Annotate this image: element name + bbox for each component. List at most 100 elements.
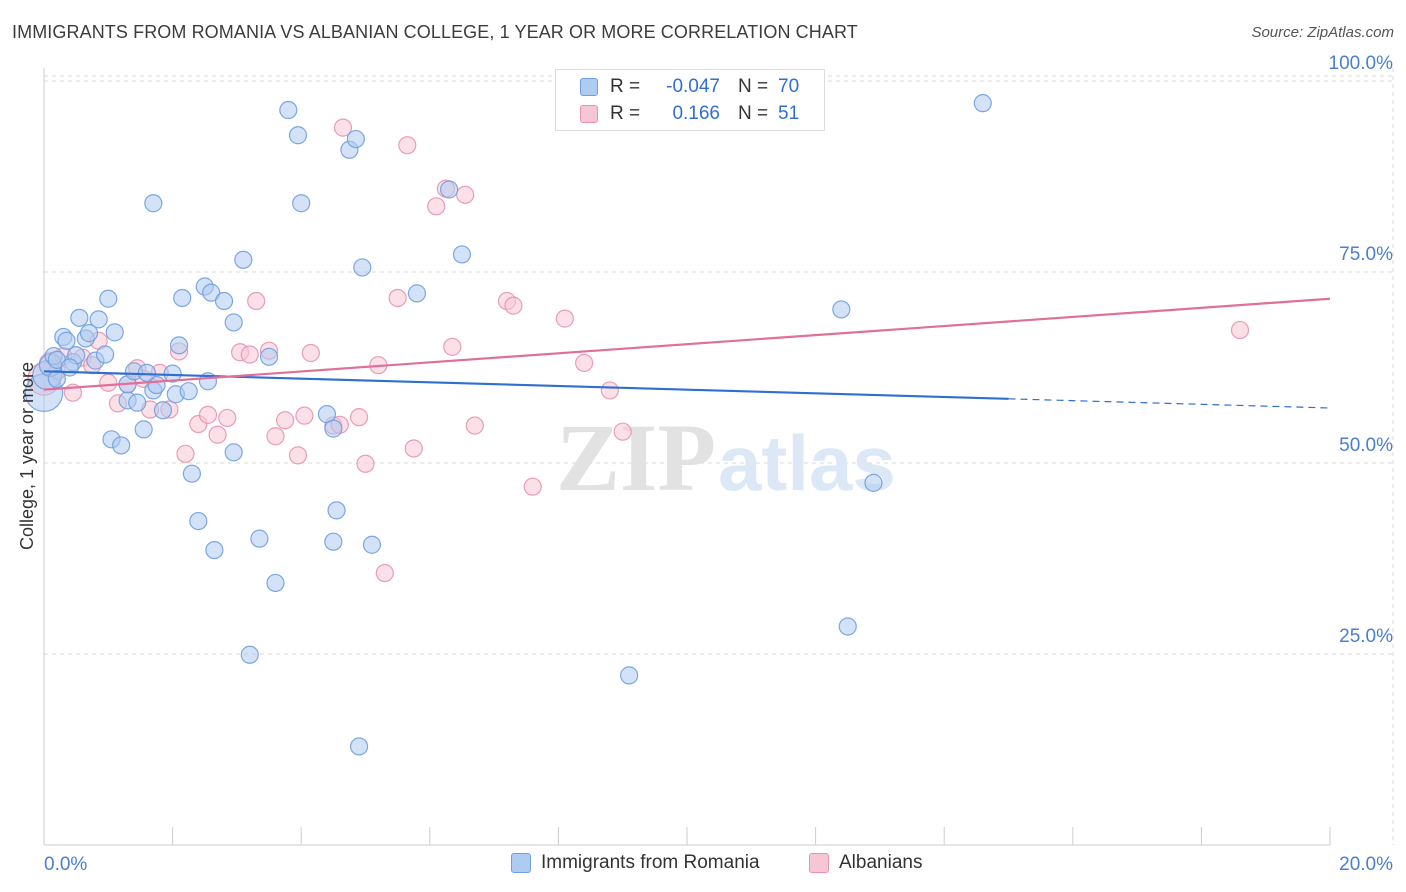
romania-point-14 (95, 345, 115, 364)
romania-point-35 (189, 511, 208, 531)
romania-trend-extension (1008, 398, 1331, 409)
y-tick-label-2: 75.0% (1339, 244, 1393, 265)
legend-n-value: 51 (778, 103, 800, 124)
legend-swatch-romania (580, 78, 598, 96)
legend-row-romania: R = -0.047 N = 70 (580, 74, 818, 100)
romania-point-13 (89, 310, 108, 329)
legend-item-albanians[interactable]: Albanians (809, 852, 922, 874)
albanians-point-50 (600, 381, 619, 400)
albanians-point-33 (349, 408, 369, 427)
x-tick-label-1: 20.0% (1339, 854, 1393, 875)
romania-point-64 (832, 300, 851, 319)
romania-point-69 (60, 358, 79, 377)
romania-point-18 (112, 436, 131, 455)
series-legend: Immigrants from Romania Albanians (0, 852, 1406, 876)
albanians-point-23 (240, 345, 259, 364)
romania-point-22 (128, 393, 147, 412)
romania-point-15 (99, 289, 118, 308)
watermark: ZIP atlas (556, 404, 896, 511)
romania-point-16 (105, 323, 124, 342)
albanians-point-52 (333, 118, 353, 137)
romania-point-59 (362, 535, 382, 554)
romania-point-42 (224, 443, 243, 462)
albanians-point-49 (575, 353, 594, 373)
romania-trend-line (43, 370, 1009, 400)
romania-point-58 (349, 737, 369, 756)
albanians-point-40 (427, 197, 446, 216)
romania-point-33 (179, 382, 198, 401)
legend-label-albanians: Albanians (839, 852, 923, 873)
romania-point-53 (324, 532, 343, 551)
romania-point-26 (137, 363, 156, 382)
albanians-point-53 (1230, 320, 1250, 340)
albanians-point-48 (555, 309, 574, 328)
albanians-point-8 (99, 373, 118, 392)
albanians-point-44 (465, 416, 484, 435)
romania-points (24, 94, 992, 756)
y-axis-label: College, 1 year or more (17, 362, 37, 550)
albanians-point-28 (288, 446, 308, 465)
romania-point-60 (407, 284, 427, 303)
source-label: Source: ZipAtlas.com (1251, 24, 1394, 41)
romania-point-63 (620, 666, 639, 685)
romania-point-34 (182, 464, 201, 483)
albanians-point-26 (266, 427, 285, 446)
albanians-point-51 (613, 422, 632, 441)
legend-swatch-albanians (809, 853, 829, 873)
legend-swatch-albanians (580, 105, 598, 123)
romania-point-61 (439, 180, 459, 199)
albanians-point-19 (198, 405, 218, 424)
romania-point-27 (153, 401, 173, 420)
y-tick-label-3: 100.0% (1329, 53, 1394, 74)
albanians-point-38 (398, 136, 417, 155)
romania-point-37 (202, 283, 221, 302)
correlation-legend: R = -0.047 N = 70 R = 0.166 N = 51 (555, 69, 825, 131)
albanians-point-29 (295, 406, 314, 425)
legend-r-value: -0.047 (666, 76, 720, 97)
legend-r-label: R = (610, 103, 641, 124)
legend-item-romania[interactable]: Immigrants from Romania (511, 852, 760, 874)
romania-point-56 (346, 129, 365, 149)
albanians-point-30 (301, 343, 320, 363)
romania-point-62 (452, 245, 472, 264)
romania-point-46 (259, 347, 279, 366)
watermark-zip: ZIP (556, 404, 716, 511)
legend-swatch-romania (511, 853, 531, 873)
romania-point-9 (70, 308, 89, 327)
albanians-point-24 (247, 291, 266, 311)
albanians-point-47 (523, 477, 542, 496)
albanians-point-46 (504, 296, 523, 315)
romania-point-45 (250, 529, 269, 548)
albanians-point-43 (456, 185, 475, 204)
chart-title: IMMIGRANTS FROM ROMANIA VS ALBANIAN COLL… (12, 22, 858, 42)
romania-point-43 (234, 250, 253, 269)
romania-point-28 (163, 364, 182, 383)
albanians-point-21 (218, 408, 237, 428)
romania-point-23 (134, 420, 153, 439)
albanians-point-36 (375, 563, 394, 583)
romania-point-49 (288, 126, 308, 145)
romania-point-40 (214, 291, 234, 311)
romania-point-30 (144, 194, 163, 213)
albanians-point-34 (356, 454, 375, 473)
romania-point-67 (973, 94, 992, 113)
romania-point-11 (79, 324, 99, 343)
albanians-point-27 (276, 411, 295, 430)
legend-label-romania: Immigrants from Romania (541, 852, 760, 873)
romania-point-50 (292, 194, 311, 213)
romania-point-39 (205, 540, 224, 560)
romania-point-44 (240, 645, 259, 664)
romania-point-65 (838, 617, 857, 636)
legend-n-label: N = (738, 76, 769, 97)
albanians-point-17 (176, 444, 195, 463)
legend-row-albanians: R = 0.166 N = 51 (580, 101, 818, 127)
romania-point-4 (47, 369, 66, 389)
albanians-point-20 (208, 425, 227, 444)
albanians-trend-line (43, 297, 1331, 391)
albanians-points (27, 118, 1250, 583)
watermark-atlas: atlas (718, 419, 896, 507)
romania-point-32 (173, 288, 192, 308)
romania-point-6 (57, 331, 76, 350)
romania-point-31 (169, 336, 189, 355)
